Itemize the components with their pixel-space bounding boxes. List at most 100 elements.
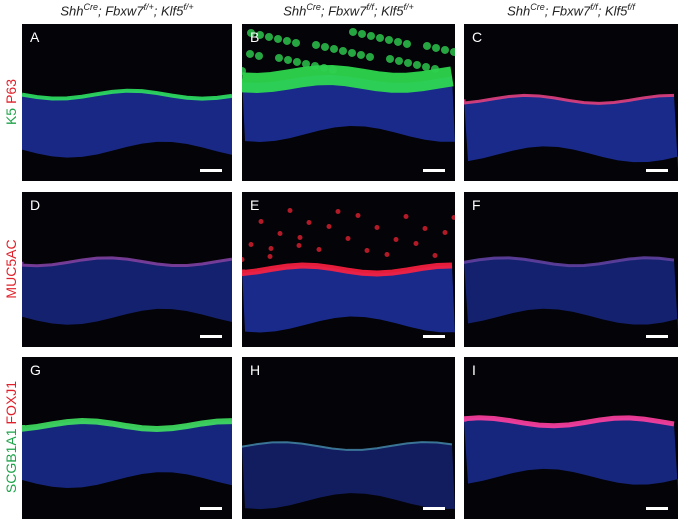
cell	[326, 224, 332, 229]
micrograph	[242, 441, 455, 512]
cell	[403, 39, 411, 48]
epithelium	[464, 415, 675, 429]
scale-bar	[200, 335, 222, 338]
cell	[296, 243, 302, 248]
genotype-allele: f/+	[183, 2, 194, 12]
cell	[422, 226, 428, 231]
genotype-allele: f/f	[366, 2, 374, 12]
scale-bar	[200, 507, 222, 510]
cell	[345, 236, 351, 241]
genotype-gene: ; Klf5	[597, 3, 628, 19]
cell	[395, 56, 403, 65]
panel-letter: I	[472, 362, 476, 378]
tissue	[242, 265, 455, 335]
micrograph-panel: E	[242, 192, 455, 347]
cell	[275, 53, 283, 62]
cell	[358, 29, 366, 38]
cell	[283, 36, 291, 45]
scale-bar	[423, 335, 445, 338]
cell	[258, 219, 264, 224]
panel-letter: D	[30, 197, 41, 213]
cell	[423, 41, 431, 50]
micrograph	[464, 256, 678, 338]
cell	[364, 248, 370, 253]
column-header: ShhCre; Fbxw7f/f; Klf5f/f	[461, 2, 681, 18]
cell	[349, 27, 357, 36]
cell	[287, 208, 293, 213]
marker-label: FOXJ1	[3, 380, 19, 425]
cell	[366, 52, 374, 61]
epithelium	[22, 256, 232, 268]
cell	[321, 42, 329, 51]
marker-label: MUC5AC	[3, 238, 19, 299]
genotype-allele: Cre	[530, 2, 545, 12]
cell	[403, 214, 409, 219]
tissue	[22, 421, 232, 489]
cell	[339, 46, 347, 55]
row-label: SCGB1A1 FOXJ1	[3, 357, 19, 517]
cell	[306, 220, 312, 225]
micrograph-panel: B	[242, 24, 455, 181]
cell	[404, 58, 412, 67]
cell	[265, 32, 273, 41]
cell	[367, 31, 375, 40]
tissue	[464, 257, 678, 332]
cell	[312, 40, 320, 49]
tissue	[22, 257, 232, 325]
marker-label: SCGB1A1	[3, 428, 19, 494]
cell	[451, 215, 455, 220]
genotype-gene: ; Fbxw7	[97, 3, 144, 19]
scale-bar	[646, 169, 668, 172]
micrograph-panel: C	[464, 24, 678, 181]
panel-letter: G	[30, 362, 41, 378]
column-header: ShhCre; Fbxw7f/+; Klf5f/+	[17, 2, 237, 18]
epithelium	[22, 88, 232, 101]
panel-letter: H	[250, 362, 261, 378]
cell	[376, 33, 384, 42]
scale-bar	[423, 169, 445, 172]
cell	[248, 242, 254, 247]
cell	[292, 38, 300, 47]
tissue	[242, 442, 455, 512]
micrograph-panel: F	[464, 192, 678, 347]
cell	[357, 50, 365, 59]
scale-bar	[200, 169, 222, 172]
cell	[413, 241, 419, 246]
genotype-allele: Cre	[306, 2, 321, 12]
row-label: MUC5AC	[3, 189, 19, 349]
cell	[432, 43, 440, 52]
micrograph-panel: G	[22, 357, 232, 519]
panel-letter: F	[472, 197, 481, 213]
cell	[330, 44, 338, 53]
panel-letter: B	[250, 29, 260, 45]
genotype-allele: f/+	[403, 2, 414, 12]
cell	[432, 253, 438, 258]
tissue	[464, 417, 678, 492]
cell	[274, 34, 282, 43]
micrograph-panel: I	[464, 357, 678, 519]
cell	[277, 231, 283, 236]
cell	[267, 254, 273, 259]
cell	[355, 213, 361, 218]
scale-bar	[423, 507, 445, 510]
genotype-gene: ; Fbxw7	[544, 3, 591, 19]
cell	[393, 237, 399, 242]
micrograph-panel: D	[22, 192, 232, 347]
panel-letter: A	[30, 29, 40, 45]
cell	[374, 225, 380, 230]
cell	[394, 37, 402, 46]
marker-label: P63	[3, 78, 19, 104]
epithelium	[242, 65, 454, 93]
epithelium	[22, 418, 232, 433]
micrograph	[242, 27, 455, 172]
cell	[348, 48, 356, 57]
cell	[242, 66, 246, 75]
cell	[384, 252, 390, 257]
genotype-allele: Cre	[83, 2, 98, 12]
micrograph-panel: A	[22, 24, 232, 181]
genotype-gene: ; Klf5	[153, 3, 184, 19]
cell	[255, 51, 263, 60]
genotype-gene: Shh	[60, 3, 84, 19]
cell	[329, 65, 337, 74]
